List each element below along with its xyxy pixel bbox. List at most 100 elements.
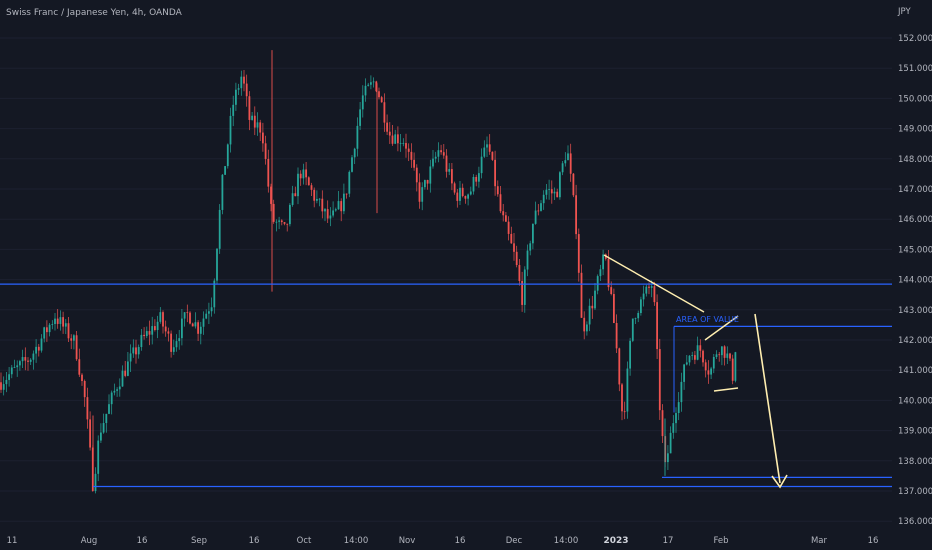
candle-body [194,322,197,327]
candle-body [343,193,345,212]
candle-body [683,364,685,382]
candle-body [186,312,189,314]
candle-body [0,382,2,390]
candle-body [105,413,108,424]
candle-body [24,357,27,361]
candle-body [48,324,51,333]
candle-body [270,186,272,204]
candle-body [405,143,407,149]
candle-body [205,313,208,319]
candle-body [491,151,494,160]
candle-body [289,204,291,225]
candle-body [310,185,313,190]
x-tick-label: Dec [506,536,523,546]
candle-body [494,159,496,187]
candle-body [510,233,513,244]
candle-body [81,374,83,381]
candle-body [469,191,472,195]
candle-body [548,189,550,191]
candle-body [97,440,100,474]
candle-body [67,323,70,339]
x-tick-label: 14:00 [344,536,369,546]
candle-body [707,370,710,375]
candle-body [145,331,148,337]
candle-body [637,312,640,319]
candle-body [27,360,29,362]
x-tick-label: 11 [7,536,18,546]
y-tick-label: 139.000 [898,427,932,437]
candle-body [399,143,402,144]
candle-body [718,354,721,356]
candle-body [100,432,102,441]
candle-body [569,153,572,174]
candle-body [594,290,596,309]
candle-body [721,346,723,356]
candle-body [135,347,137,355]
candle-body [729,353,731,359]
candle-body [391,135,394,144]
projection-arrow-line [754,313,781,484]
candles [0,50,737,494]
candle-body [297,173,299,197]
candle-body [108,404,110,414]
candle-body [5,379,8,385]
candle-body [240,76,243,89]
candle-body [329,215,332,219]
candle-body [229,115,232,145]
candle-body [89,419,91,448]
candle-body [726,353,729,358]
candle-body [691,355,694,356]
candle-body [121,370,124,387]
candle-body [154,326,156,331]
candle-body [181,318,183,339]
candle-body [316,198,318,201]
candle-body [232,104,235,116]
x-tick-label: Oct [297,536,312,546]
candle-body [10,367,13,375]
candle-body [653,286,656,303]
y-tick-label: 146.000 [898,215,932,225]
candle-body [324,209,326,212]
y-tick-label: 152.000 [898,34,932,44]
candle-body [731,358,734,381]
price-axis: 152.000 151.000 150.000 149.000 148.000 147.0… [898,34,932,527]
x-tick-label: Mar [811,536,828,546]
candle-body [151,326,154,335]
wedge-lower-line [713,387,739,392]
candle-body [159,312,162,322]
candle-body [596,276,599,291]
candle-body [650,286,653,288]
candle-body [734,352,737,381]
candle-body [634,318,637,320]
candle-body [372,81,375,83]
candle-body [129,353,132,362]
candle-body [521,280,523,305]
y-tick-label: 145.000 [898,245,932,255]
candle-body [561,163,564,173]
candle-body [197,322,199,334]
candle-body [113,390,116,393]
x-tick-label: 16 [868,536,879,546]
candle-body [370,82,372,85]
candle-body [178,338,181,342]
candle-body [685,362,688,365]
candle-body [202,318,205,327]
candle-body [591,305,594,309]
candle-body [588,305,591,325]
candle-body [191,323,194,327]
candle-body [221,174,224,210]
candle-body [394,134,397,144]
candle-body [216,248,218,281]
candle-body [367,84,370,86]
candle-body [251,115,253,120]
grid-lines [0,37,892,522]
candle-body [702,350,704,363]
candle-body [245,83,248,97]
y-tick-label: 148.000 [898,155,932,165]
candle-body [237,88,240,90]
candle-body [710,368,712,375]
candle-body [70,338,73,341]
candle-body [332,210,334,216]
candle-body [672,423,675,433]
